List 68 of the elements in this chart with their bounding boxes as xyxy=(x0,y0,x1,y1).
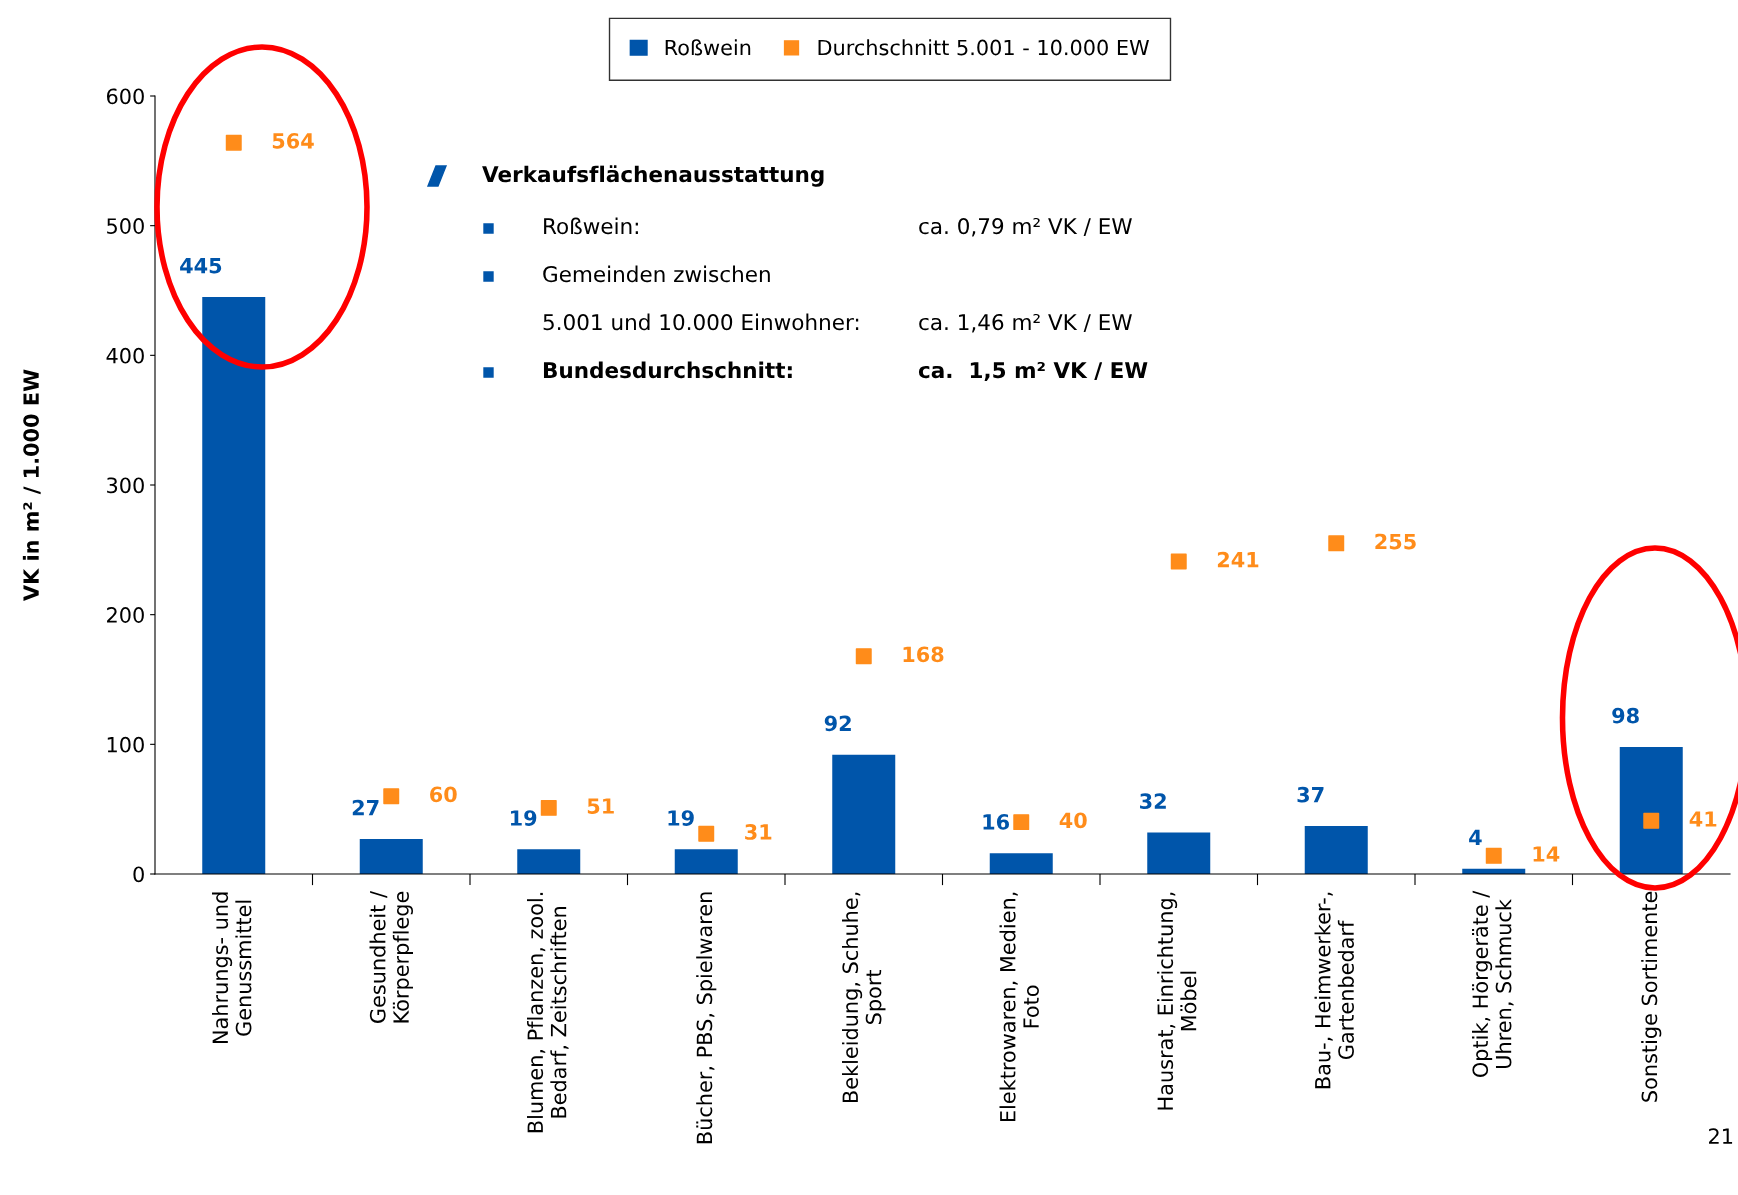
point xyxy=(855,648,872,665)
annotation: Verkaufsflächenausstattung xyxy=(482,165,824,187)
data-label: 98 xyxy=(1612,707,1639,724)
bar xyxy=(832,754,896,874)
x-tick-label: Nahrungs- und Genussmittel xyxy=(212,892,252,1043)
legend-label: Roßwein xyxy=(665,39,751,56)
data-label: 27 xyxy=(352,799,379,816)
legend-label: Durchschnitt 5.001 - 10.000 EW xyxy=(818,39,1149,56)
x-tick-label: Hausrat, Einrichtung, Möbel xyxy=(1157,892,1197,1110)
data-label: 255 xyxy=(1375,533,1416,550)
y-tick-label: 200 xyxy=(107,607,144,623)
data-label: 51 xyxy=(587,798,614,814)
x-tick-label: Bau-, Heimwerker-, Gartenbedarf xyxy=(1314,892,1354,1089)
data-label: 92 xyxy=(824,715,851,732)
point xyxy=(540,799,557,816)
data-label: 16 xyxy=(983,814,1010,830)
x-tick-label: Gesundheit / Körperpflege xyxy=(369,891,413,1023)
x-tick-label: Blumen, Pflanzen, zool. Bedarf, Zeitschriften xyxy=(527,892,569,1133)
y-tick-label: 400 xyxy=(106,347,144,364)
x-tick-label: Sonstige Sortimente xyxy=(1641,891,1662,1102)
y-tick-label: 300 xyxy=(107,477,144,494)
point xyxy=(698,825,715,842)
data-label: 40 xyxy=(1059,812,1087,829)
bar xyxy=(674,849,738,874)
annotation: 5.001 und 10.000 Einwohner: xyxy=(543,313,859,331)
y-tick-label: 0 xyxy=(133,866,144,883)
bar xyxy=(1147,832,1211,874)
data-label: 564 xyxy=(272,132,314,149)
data-label: 19 xyxy=(511,810,537,826)
data-label: 241 xyxy=(1217,551,1259,568)
data-label: 60 xyxy=(430,786,457,803)
bar xyxy=(517,849,581,874)
annotation: ca. 0,79 m² VK / EW xyxy=(919,217,1132,237)
point xyxy=(1013,814,1030,831)
annotation: Bundesdurchschnitt: xyxy=(543,361,792,379)
point xyxy=(1485,847,1502,864)
bar xyxy=(1619,746,1683,874)
point xyxy=(1643,812,1660,829)
bar xyxy=(1304,826,1368,874)
text: 21 xyxy=(1709,1128,1733,1144)
annotation: ca. 1,5 m² VK / EW xyxy=(918,361,1148,381)
point xyxy=(383,788,400,805)
bar xyxy=(989,853,1053,874)
data-label: 19 xyxy=(668,810,694,826)
bar xyxy=(202,296,266,874)
bar xyxy=(359,838,423,874)
y-axis-title: VK in m² / 1.000 EW xyxy=(22,369,41,601)
data-label: 32 xyxy=(1140,793,1166,810)
x-tick-label: Optik, Hörgeräte / Uhren, Schmuck xyxy=(1472,890,1514,1077)
x-tick-label: Elektrowaren, Medien, Foto xyxy=(999,892,1039,1122)
point xyxy=(1170,553,1187,570)
y-tick-label: 600 xyxy=(106,88,144,105)
data-label: 31 xyxy=(745,824,772,840)
annotation: Gemeinden zwischen xyxy=(543,265,770,283)
annotation: ca. 1,46 m² VK / EW xyxy=(919,313,1132,333)
y-tick-label: 500 xyxy=(107,218,144,234)
data-label: 41 xyxy=(1689,811,1717,827)
data-label: 37 xyxy=(1297,786,1324,803)
data-label: 14 xyxy=(1533,846,1560,862)
annotation: Roßwein: xyxy=(544,217,638,235)
data-label: 4 xyxy=(1469,829,1482,846)
point xyxy=(1328,535,1345,552)
data-label: 445 xyxy=(180,258,222,274)
point xyxy=(225,134,242,151)
x-tick-label: Bekleidung, Schuhe, Sport xyxy=(842,892,886,1103)
data-label: 168 xyxy=(903,646,944,663)
x-tick-label: Bücher, PBS, Spielwaren xyxy=(696,892,717,1144)
y-tick-label: 100 xyxy=(107,736,144,753)
